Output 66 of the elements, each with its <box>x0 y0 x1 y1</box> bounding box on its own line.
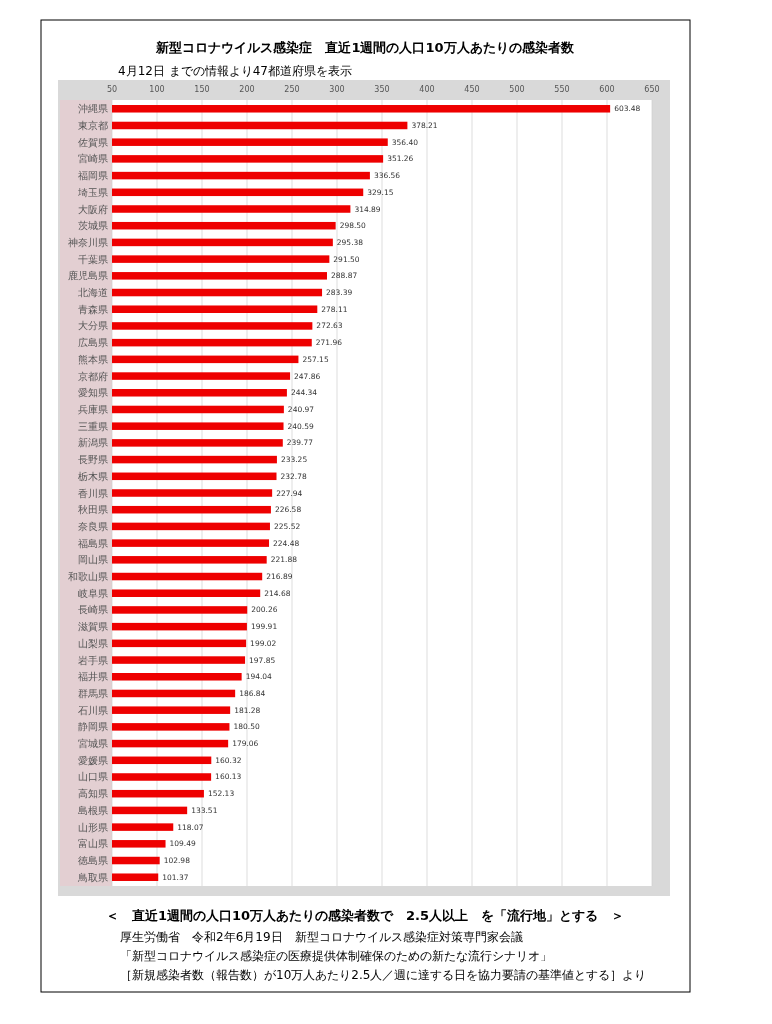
text: ［新規感染者数（報告数）が10万人あたり2.5人／週に達する日を協力要請の基準値とする］より <box>120 968 647 982</box>
text: ＜ 直近1週間の人口10万人あたりの感染者数で 2.5人以上 を「流行地」とする ＞ <box>105 908 625 923</box>
y-tick-label: 高知県 <box>78 788 108 800</box>
y-tick-label: 三重県 <box>78 420 108 432</box>
x-tick-label: 250 <box>284 85 300 94</box>
y-tick-label: 滋賀県 <box>78 621 108 633</box>
y-tick-label: 東京都 <box>78 119 108 131</box>
x-tick-label: 150 <box>194 85 210 94</box>
y-tick-label: 宮崎県 <box>78 153 108 165</box>
x-tick-label: 600 <box>599 85 615 94</box>
text: 厚生労働省 令和2年6月19日 新型コロナウイルス感染症対策専門家会議 <box>120 930 523 944</box>
y-tick-label: 愛知県 <box>78 387 108 399</box>
y-tick-label: 青森県 <box>78 303 108 315</box>
y-tick-label: 鹿児島県 <box>68 270 108 282</box>
text: 「新型コロナウイルス感染症の医療提供体制確保のための新たな流行シナリオ」 <box>120 949 552 963</box>
y-tick-label: 岐阜県 <box>78 587 108 599</box>
y-tick-label: 北海道 <box>78 287 108 299</box>
y-tick-label: 鳥取県 <box>77 871 108 883</box>
y-tick-label: 京都府 <box>78 370 108 382</box>
y-tick-label: 広島県 <box>78 337 108 349</box>
x-tick-label: 450 <box>464 85 480 94</box>
y-tick-label: 福井県 <box>78 671 108 683</box>
y-tick-label: 山形県 <box>78 821 108 833</box>
y-tick-label: 徳島県 <box>78 855 108 867</box>
y-tick-label: 大阪府 <box>78 203 108 215</box>
y-tick-label: 沖縄県 <box>78 103 108 115</box>
y-tick-label: 長野県 <box>78 454 108 466</box>
x-tick-label: 100 <box>149 85 165 94</box>
y-tick-label: 神奈川県 <box>68 236 108 248</box>
x-tick-label: 200 <box>239 85 255 94</box>
y-tick-label: 兵庫県 <box>78 403 108 415</box>
y-tick-label: 大分県 <box>78 320 108 332</box>
y-tick-label: 福島県 <box>78 537 108 549</box>
y-tick-label: 岩手県 <box>78 654 108 666</box>
y-tick-label: 愛媛県 <box>78 754 108 766</box>
y-tick-label: 茨城県 <box>78 220 108 232</box>
y-tick-label: 奈良県 <box>78 520 108 532</box>
y-tick-label: 和歌山県 <box>68 571 108 583</box>
x-tick-label: 50 <box>106 85 118 94</box>
y-tick-label: 千葉県 <box>78 253 108 265</box>
y-tick-label: 静岡県 <box>78 721 108 733</box>
y-tick-label: 宮城県 <box>78 738 108 750</box>
y-tick-label: 熊本県 <box>78 353 108 365</box>
x-tick-label: 550 <box>554 85 570 94</box>
y-tick-label: 富山県 <box>78 838 108 850</box>
chart-subtitle: 4月12日 までの情報より47都道府県を表示 <box>118 64 352 78</box>
y-tick-label: 山梨県 <box>78 637 108 649</box>
y-tick-label: 長崎県 <box>78 604 108 616</box>
x-tick-label: 300 <box>329 85 345 94</box>
x-tick-label: 400 <box>419 85 435 94</box>
chart-title: 新型コロナウイルス感染症 直近1週間の人口10万人あたりの感染者数 <box>155 40 575 55</box>
x-tick-label: 500 <box>509 85 525 94</box>
y-tick-label: 栃木県 <box>78 470 108 482</box>
y-tick-label: 石川県 <box>78 704 108 716</box>
y-tick-label: 香川県 <box>78 487 108 499</box>
y-tick-label: 群馬県 <box>78 687 108 699</box>
y-tick-label: 埼玉県 <box>77 186 108 198</box>
x-tick-label: 350 <box>374 85 390 94</box>
y-tick-label: 島根県 <box>78 804 108 816</box>
y-tick-label: 秋田県 <box>78 504 108 516</box>
y-tick-label: 佐賀県 <box>78 136 108 148</box>
x-tick-label: 650 <box>644 85 660 94</box>
y-tick-label: 山口県 <box>78 771 108 783</box>
y-tick-label: 新潟県 <box>78 437 108 449</box>
y-tick-label: 岡山県 <box>78 554 108 566</box>
y-tick-label: 福岡県 <box>78 170 108 182</box>
